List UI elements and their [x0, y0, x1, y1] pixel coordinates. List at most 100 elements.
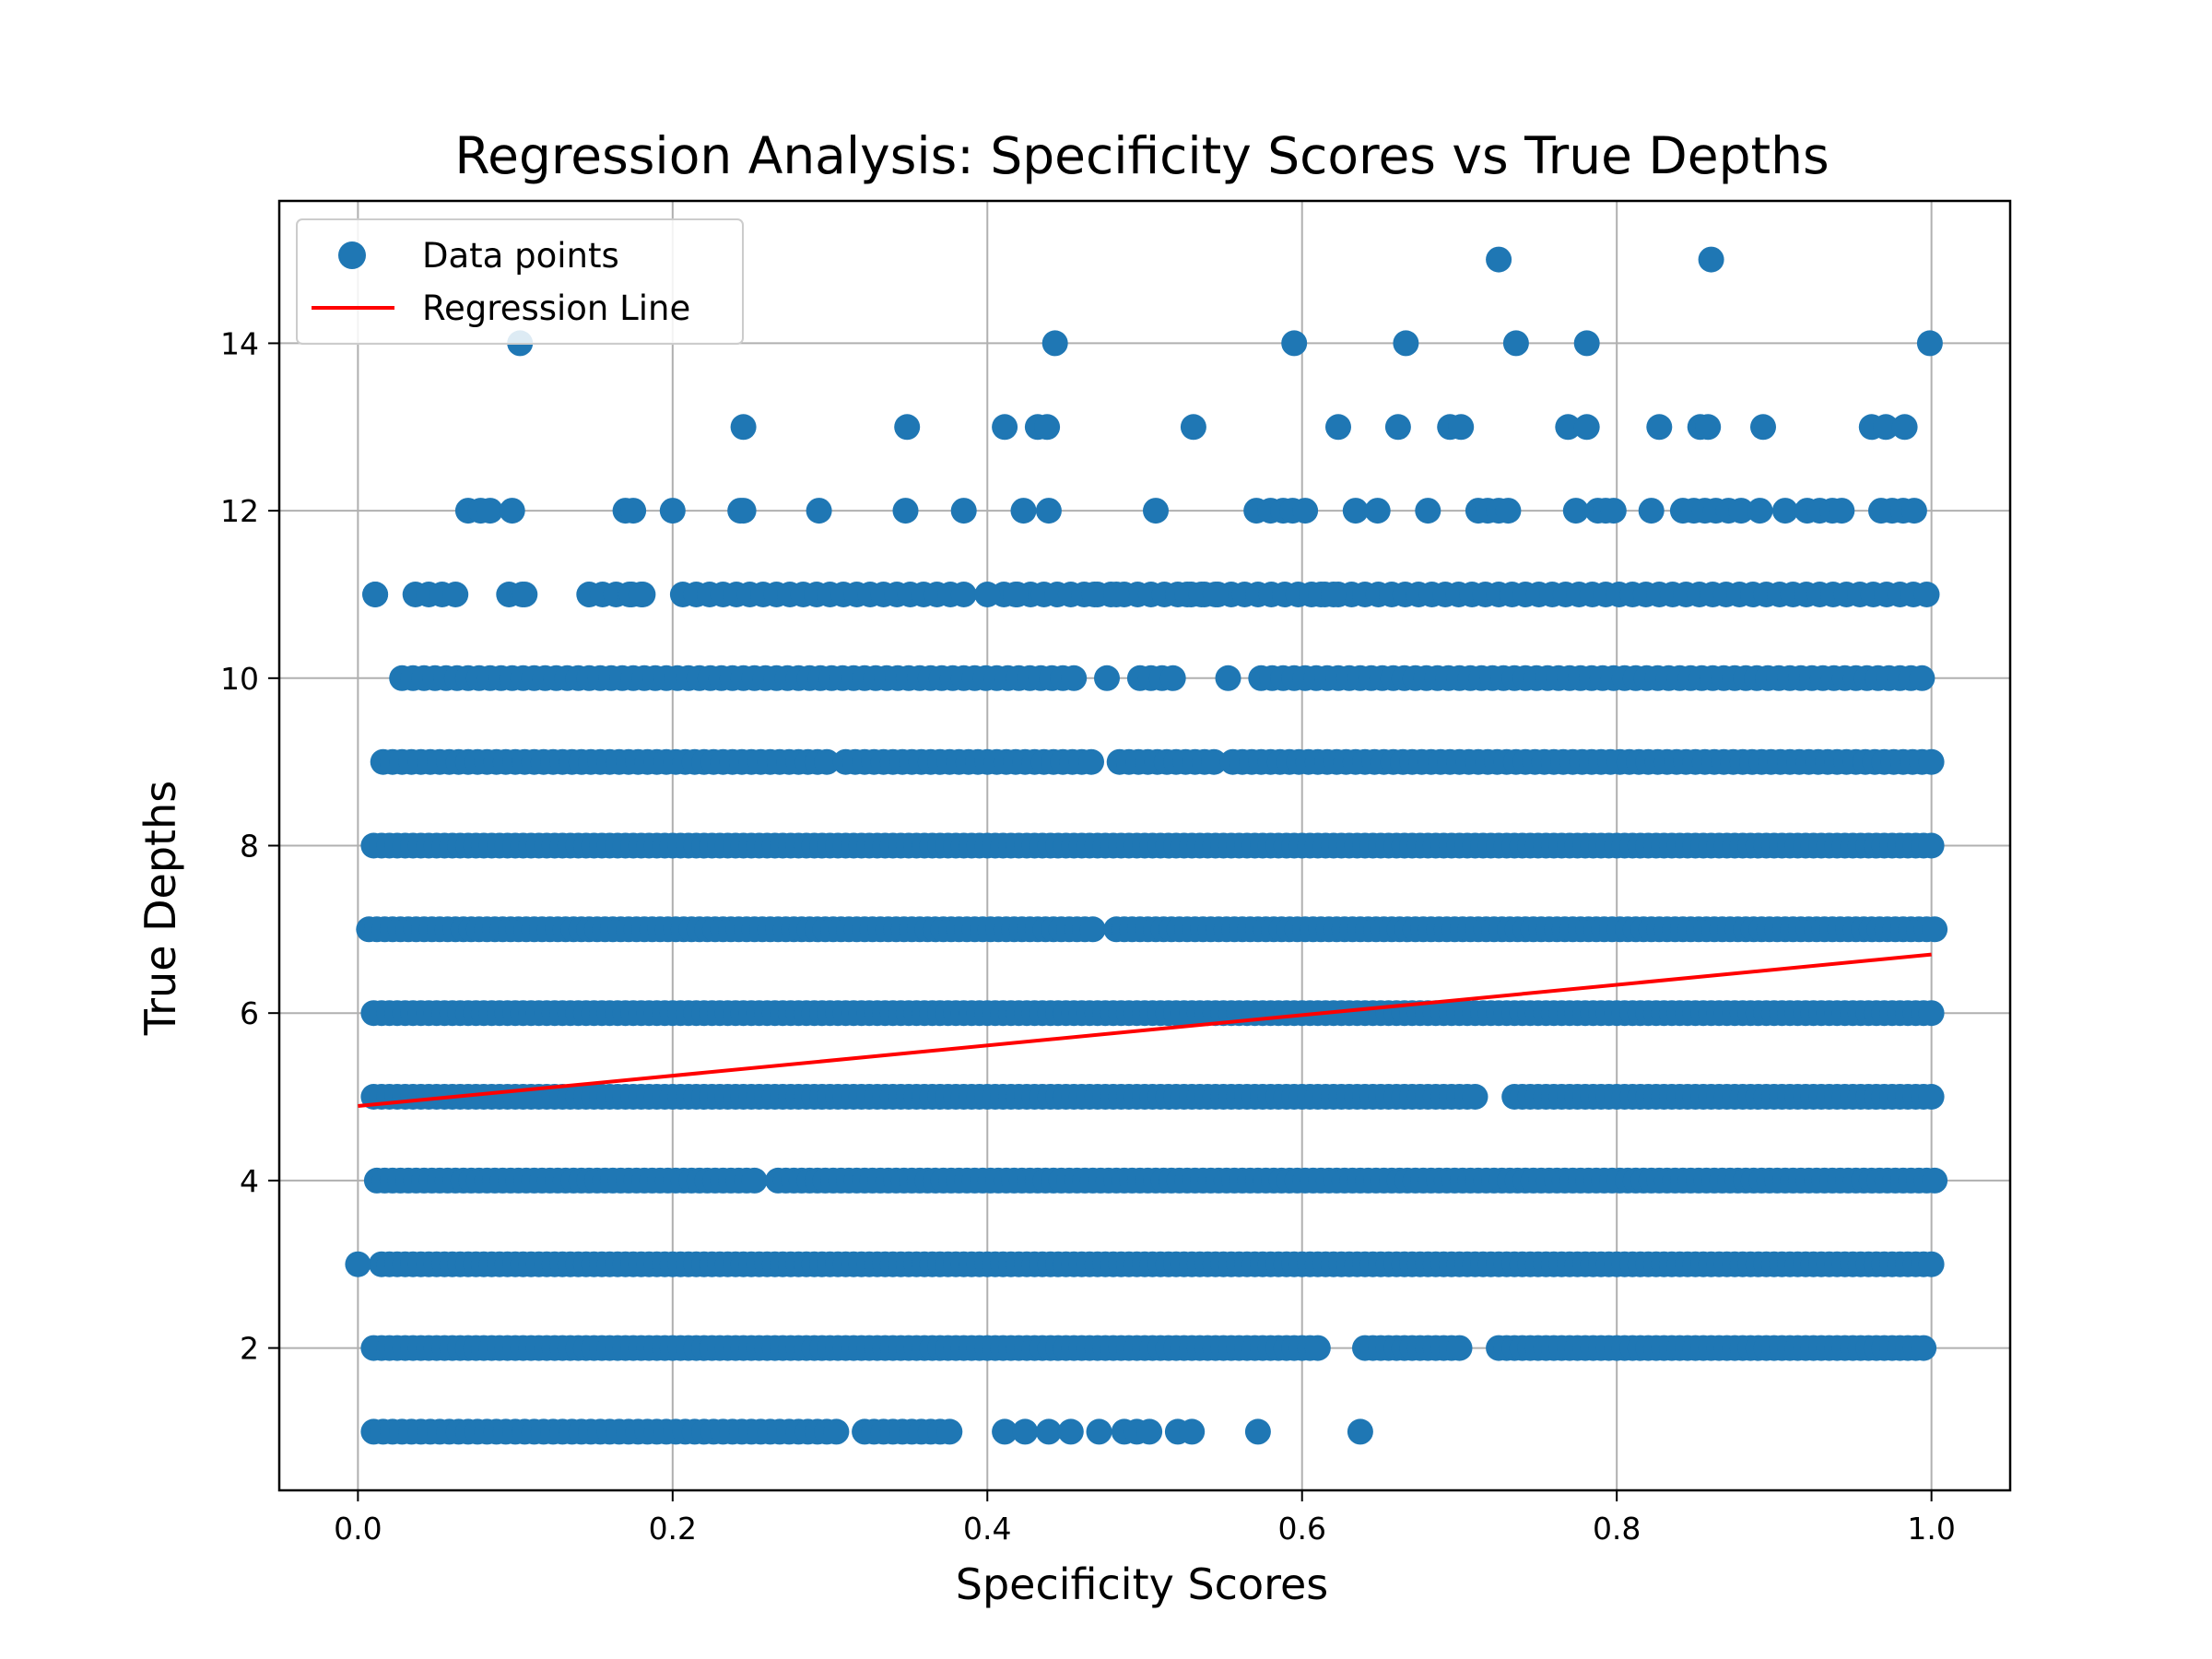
- data-point-1878: [730, 498, 757, 524]
- data-point-1913: [1829, 498, 1855, 524]
- data-point-1828: [936, 1418, 963, 1445]
- data-point-280: [814, 748, 841, 775]
- data-point-1845: [1393, 330, 1419, 357]
- data-point-1881: [950, 498, 977, 524]
- data-point-989: [1918, 1000, 1945, 1027]
- data-point-1901: [1638, 498, 1665, 524]
- data-point-1907: [1728, 498, 1755, 524]
- data-point-1923: [1003, 582, 1029, 607]
- data-point-1847: [1573, 330, 1600, 357]
- y-tick-label-5: 12: [220, 493, 259, 529]
- data-point-1855: [1034, 414, 1061, 441]
- data-point-1700: [1304, 1335, 1331, 1361]
- scatter-points: [345, 246, 1948, 1445]
- y-tick-label-0: 2: [240, 1331, 259, 1367]
- data-point-1891: [1364, 498, 1391, 524]
- data-point-1833: [1086, 1418, 1112, 1445]
- data-point-1890: [1342, 498, 1369, 524]
- data-point-1875: [620, 498, 647, 524]
- legend-label-regression-line: Regression Line: [422, 288, 690, 328]
- data-point-165: [1061, 665, 1088, 691]
- data-point-1851: [730, 414, 757, 441]
- data-point-1850: [1698, 246, 1724, 273]
- data-point-1838: [1179, 1418, 1206, 1445]
- legend-marker-data-points: [338, 241, 366, 269]
- data-point-1849: [1486, 246, 1512, 273]
- data-point-1856: [1180, 414, 1206, 441]
- data-point-1924: [1081, 582, 1108, 607]
- data-point-1860: [1448, 414, 1475, 441]
- data-point-170: [1159, 665, 1186, 691]
- data-point-1900: [1600, 498, 1627, 524]
- data-point-1862: [1573, 414, 1600, 441]
- data-point-1381: [1922, 1167, 1948, 1194]
- data-point-1897: [1562, 498, 1589, 524]
- data-point-1930: [1320, 582, 1347, 607]
- data-point-1921: [628, 582, 654, 607]
- data-point-393: [1918, 748, 1945, 775]
- legend-label-data-points: Data points: [422, 236, 619, 276]
- data-point-1928: [1202, 582, 1229, 607]
- data-point-1876: [659, 498, 686, 524]
- data-point-1863: [1646, 414, 1673, 441]
- x-tick-label-0: 0.0: [334, 1511, 382, 1547]
- data-point-790: [1922, 916, 1948, 943]
- data-point-1896: [1495, 498, 1522, 524]
- data-point-1919: [512, 582, 538, 607]
- data-point-1829: [992, 1418, 1018, 1445]
- data-point-1884: [1143, 498, 1169, 524]
- data-point-1869: [1891, 414, 1918, 441]
- data-point-1880: [892, 498, 919, 524]
- data-point-1836: [1136, 1418, 1163, 1445]
- data-point-1865: [1695, 414, 1722, 441]
- data-point-1846: [1502, 330, 1529, 357]
- x-tick-label-2: 0.4: [963, 1511, 1011, 1547]
- data-point-1882: [1010, 498, 1037, 524]
- y-tick-label-1: 4: [240, 1163, 259, 1199]
- y-tick-label-4: 10: [220, 661, 259, 697]
- data-point-1768: [1911, 1335, 1937, 1361]
- regression-line-layer: [358, 952, 1932, 1109]
- data-point-1130: [1462, 1084, 1488, 1110]
- x-tick-label-3: 0.6: [1277, 1511, 1325, 1547]
- data-point-307: [1078, 748, 1104, 775]
- data-point-232: [1909, 665, 1936, 691]
- y-tick-label-3: 8: [240, 829, 259, 865]
- data-point-592: [1918, 832, 1945, 859]
- data-point-103: [1913, 582, 1940, 607]
- data-point-1879: [806, 498, 832, 524]
- data-point-1843: [1041, 330, 1068, 357]
- data-point-1922: [974, 582, 1001, 607]
- data-point-1839: [1244, 1418, 1271, 1445]
- legend-frame: [296, 218, 744, 345]
- data-point-1852: [894, 414, 921, 441]
- data-point-1866: [1750, 414, 1776, 441]
- x-tick-label-1: 0.2: [649, 1511, 697, 1547]
- data-point-1868: [1873, 414, 1900, 441]
- y-axis-label: True Depths: [135, 781, 185, 1036]
- data-point-1844: [1281, 330, 1308, 357]
- data-point-1713: [1446, 1335, 1473, 1361]
- data-point-1830: [1012, 1418, 1039, 1445]
- data-point-33: [950, 582, 977, 607]
- ticks: 0.0 0.2 0.4 0.6 0.8 1.0 2 4 6 8 10 12 14: [220, 325, 1956, 1547]
- data-point-685: [1079, 916, 1106, 943]
- data-point-1873: [499, 498, 525, 524]
- data-point-1857: [1325, 414, 1351, 441]
- data-point-1872: [477, 498, 503, 524]
- x-tick-label-4: 0.8: [1593, 1511, 1641, 1547]
- data-point-1841: [345, 1251, 371, 1277]
- y-tick-label-2: 6: [240, 995, 259, 1031]
- chart-title: Regression Analysis: Specificity Scores …: [454, 126, 1829, 185]
- data-point-1925: [1103, 582, 1130, 607]
- data-point-1908: [1747, 498, 1773, 524]
- regression-line: [358, 952, 1932, 1109]
- data-point-1848: [1916, 330, 1943, 357]
- data-point-1831: [1035, 1418, 1062, 1445]
- data-point-1892: [1415, 498, 1441, 524]
- data-point-1579: [1918, 1251, 1945, 1277]
- legend: Data points Regression Line: [296, 218, 744, 345]
- data-point-1818: [823, 1418, 850, 1445]
- data-point-1853: [992, 414, 1018, 441]
